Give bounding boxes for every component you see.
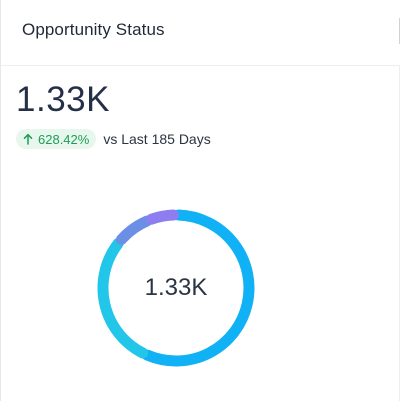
kpi-value: 1.33K (16, 80, 110, 119)
trend-compare-text: vs Last 185 Days (103, 131, 211, 147)
donut-slice-1[interactable] (141, 209, 255, 367)
trend-row: 628.42% vs Last 185 Days (16, 128, 211, 150)
trend-badge: 628.42% (16, 129, 97, 149)
donut-slice-2[interactable] (97, 237, 149, 359)
donut-slice-3[interactable] (115, 215, 153, 246)
card-title: Opportunity Status (22, 20, 165, 39)
trend-percent: 628.42% (38, 131, 90, 147)
arrow-up-icon (23, 133, 33, 145)
donut-svg (97, 209, 255, 367)
card-header: Opportunity Status (1, 0, 400, 66)
donut-chart: 1.33K (94, 206, 258, 370)
donut-slice-4[interactable] (146, 209, 179, 225)
donut-center-label: 1.33K (144, 274, 208, 301)
